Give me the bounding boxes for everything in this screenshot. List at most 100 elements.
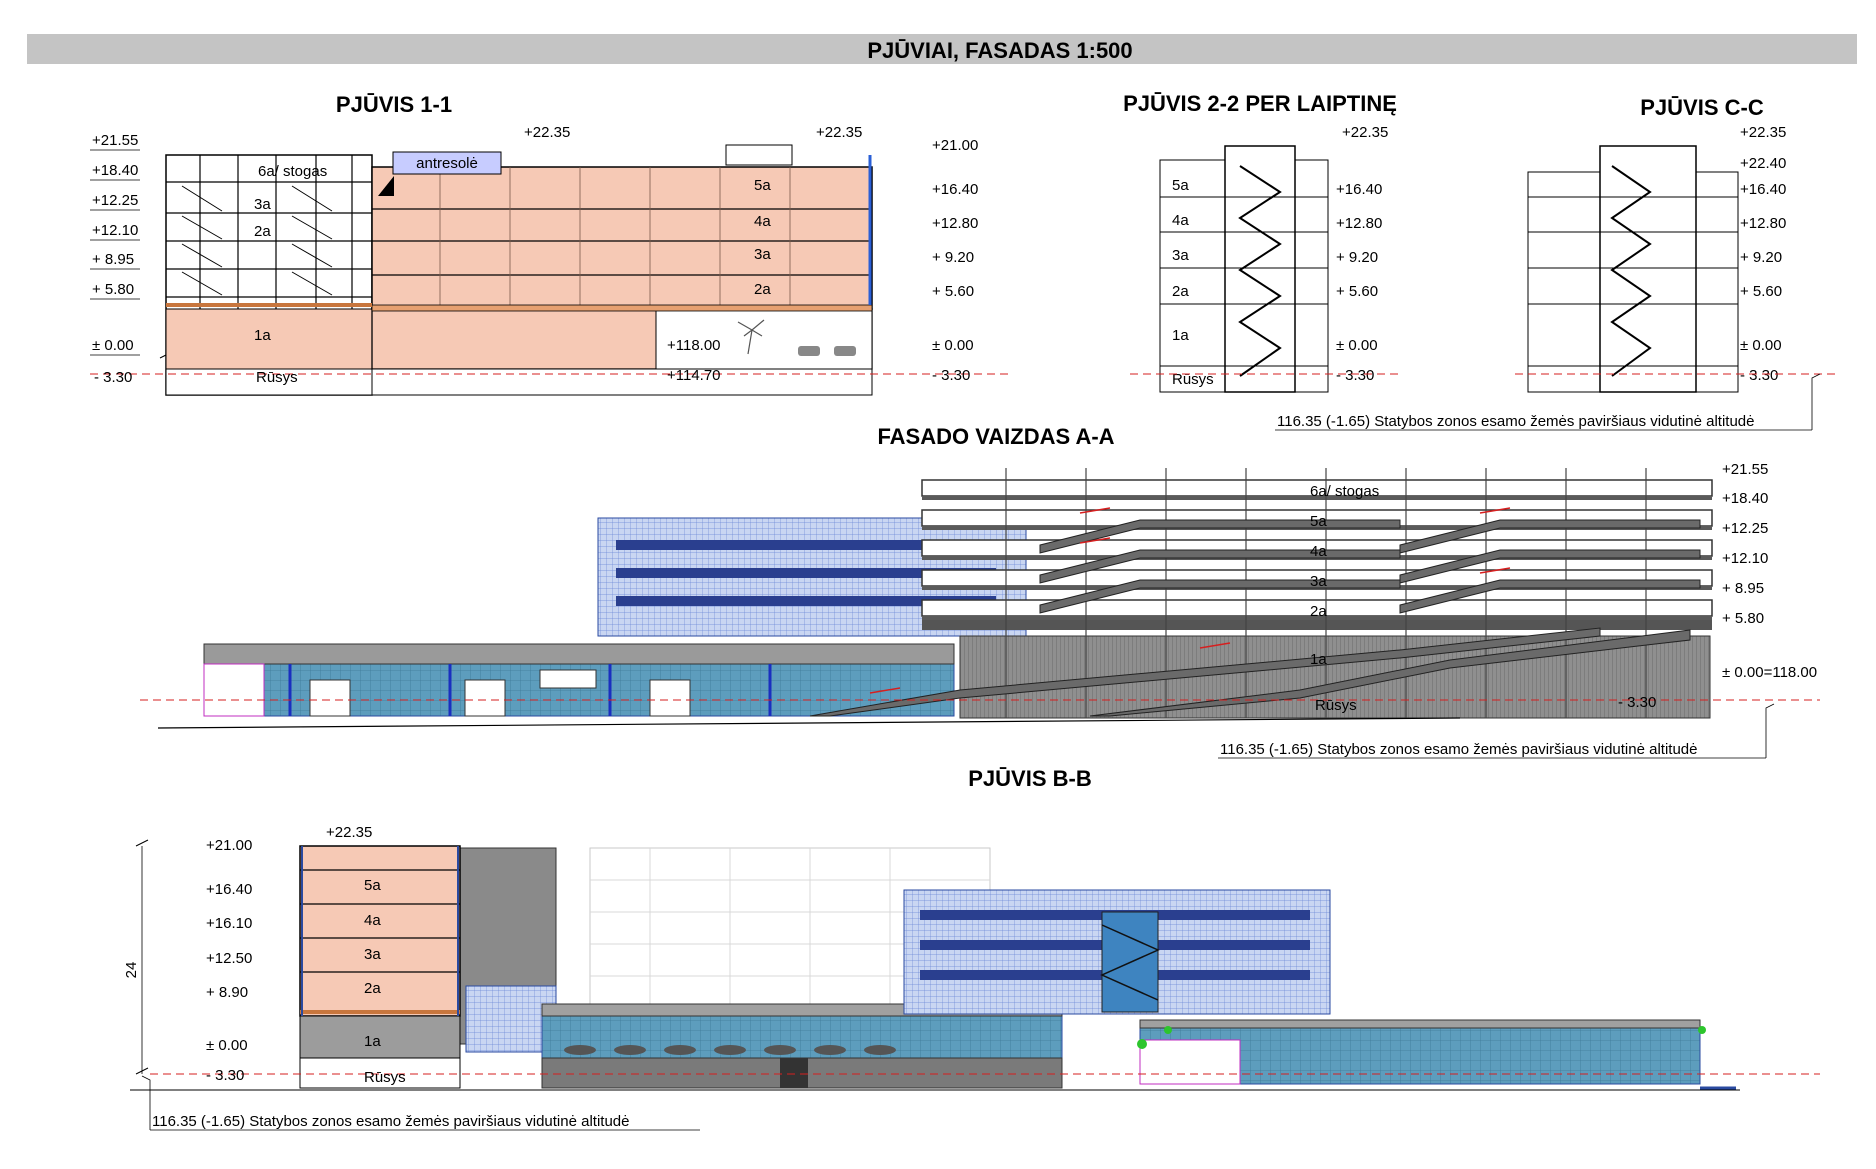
- level-mark: ± 0.00: [1336, 337, 1378, 354]
- level-mark: + 9.20: [1740, 249, 1782, 266]
- level-mark: +12.80: [1740, 215, 1786, 232]
- level-mark: - 3.30: [94, 369, 132, 386]
- section-2-2: PJŪVIS 2-2 PER LAIPTINĘ 5a 4a 3a 2a 1a R…: [1123, 91, 1400, 393]
- level-mark: +12.10: [92, 222, 138, 239]
- floor-label: 3a: [364, 946, 381, 963]
- level-mark: +12.25: [1722, 520, 1768, 537]
- level-mark: - 3.30: [206, 1067, 244, 1084]
- level-mark: +21.55: [1722, 461, 1768, 478]
- level-mark: +22.35: [1740, 124, 1786, 141]
- section-2-2-floors: 5a 4a 3a 2a 1a Rūsys: [1172, 177, 1214, 388]
- floor-label: 5a: [1172, 177, 1189, 194]
- level-mark: ± 0.00: [206, 1037, 248, 1054]
- level-mark: + 8.95: [1722, 580, 1764, 597]
- level-mark: + 5.60: [1740, 283, 1782, 300]
- floor-label: 4a: [364, 912, 381, 929]
- basement-left: Rūsys: [256, 369, 298, 386]
- floor-label: 4a: [1310, 543, 1327, 560]
- level-mark: +12.50: [206, 950, 252, 967]
- floor-label: 1a: [1310, 651, 1327, 668]
- level-mark: +16.40: [932, 181, 978, 198]
- level-mark: +22.35: [1342, 124, 1388, 141]
- level-mark: +22.40: [1740, 155, 1786, 172]
- floor-label: Rūsys: [364, 1069, 406, 1086]
- level-mark: - 3.30: [1336, 367, 1374, 384]
- level-mark: + 9.20: [1336, 249, 1378, 266]
- level-mark: - 3.30: [932, 367, 970, 384]
- level-mark: ± 0.00: [92, 337, 134, 354]
- palm-icon: [737, 319, 765, 355]
- ground-note: 116.35 (-1.65) Statybos zonos esamo žemė…: [1277, 413, 1754, 430]
- floor-2a: 2a: [754, 281, 771, 298]
- ground-note: 116.35 (-1.65) Statybos zonos esamo žemė…: [152, 1113, 629, 1130]
- level-mark: +12.10: [1722, 550, 1768, 567]
- facade-a-a-floors: 6a/ stogas 5a 4a 3a 2a 1a Rūsys: [1310, 483, 1379, 714]
- level-mark: ± 0.00: [932, 337, 974, 354]
- level-mark: +16.40: [206, 881, 252, 898]
- floor-4a: 4a: [754, 213, 771, 230]
- floor-label: 2a: [364, 980, 381, 997]
- top-level-mark: +22.35: [326, 824, 372, 841]
- floor-label: 1a: [364, 1033, 381, 1050]
- top-level-mark: +22.35: [816, 124, 862, 141]
- section-2-2-title: PJŪVIS 2-2 PER LAIPTINĘ: [1123, 91, 1397, 116]
- ground-note: 116.35 (-1.65) Statybos zonos esamo žemė…: [1220, 741, 1697, 758]
- floor-label: 3a: [1172, 247, 1189, 264]
- floor-1a-left: 1a: [254, 327, 271, 344]
- level-mark: ± 0.00=118.00: [1722, 664, 1817, 681]
- section-c-c: PJŪVIS C-C +22.35 +22.40 +16.40 +12.80 +…: [1275, 95, 1840, 431]
- level-mark: + 5.80: [92, 281, 134, 298]
- section-b-b-floors: 5a 4a 3a 2a 1a Rūsys: [364, 877, 406, 1086]
- floor-label: 2a: [1310, 603, 1327, 620]
- car-icon: [834, 346, 856, 356]
- level-mark: +21.00: [932, 137, 978, 154]
- floor-3a-left: 3a: [254, 196, 271, 213]
- floor-label: 4a: [1172, 212, 1189, 229]
- section-1-1-title: PJŪVIS 1-1: [336, 92, 452, 117]
- section-c-c-title: PJŪVIS C-C: [1640, 95, 1764, 120]
- level-mark: +12.80: [1336, 215, 1382, 232]
- section-1-1-left-levels: +21.55 +18.40 +12.25 +12.10 + 8.95 + 5.8…: [92, 132, 138, 386]
- floor-label: 3a: [1310, 573, 1327, 590]
- level-mark: + 8.95: [92, 251, 134, 268]
- section-1-1: PJŪVIS 1-1: [90, 92, 1010, 396]
- section-2-2-levels: +22.35 +16.40 +12.80 + 9.20 + 5.60 ± 0.0…: [1336, 124, 1388, 384]
- level-mark: + 8.90: [206, 984, 248, 1001]
- facade-a-a-levels: +21.55 +18.40 +12.25 +12.10 + 8.95 + 5.8…: [1618, 461, 1817, 711]
- section-b-b-title: PJŪVIS B-B: [968, 766, 1091, 791]
- level-mark: - 3.30: [1740, 367, 1778, 384]
- level-mark: +18.40: [92, 162, 138, 179]
- level-mark: + 9.20: [932, 249, 974, 266]
- floor-label: 5a: [1310, 513, 1327, 530]
- title-bar: [27, 34, 1857, 64]
- top-level-mark: +22.35: [524, 124, 570, 141]
- inner-level-mark: +114.70: [667, 367, 721, 384]
- level-mark: + 5.60: [1336, 283, 1378, 300]
- level-mark: +16.10: [206, 915, 252, 932]
- floor-label: 5a: [364, 877, 381, 894]
- floor-label: Rūsys: [1315, 697, 1357, 714]
- level-mark: +16.40: [1336, 181, 1382, 198]
- level-mark: - 3.30: [1618, 694, 1656, 711]
- section-c-c-levels: +22.35 +22.40 +16.40 +12.80 + 9.20 + 5.6…: [1740, 124, 1786, 384]
- sheet-title: PJŪVIAI, FASADAS 1:500: [867, 38, 1132, 63]
- height-dimension: 24: [123, 962, 140, 979]
- floor-5a: 5a: [754, 177, 771, 194]
- inner-level-mark: +118.00: [667, 337, 721, 354]
- level-mark: +21.00: [206, 837, 252, 854]
- facade-a-a-title: FASADO VAIZDAS A-A: [877, 424, 1114, 449]
- level-mark: +12.80: [932, 215, 978, 232]
- roof-label: 6a/ stogas: [258, 163, 327, 180]
- mezzanine-label: antresolė: [416, 155, 478, 172]
- section-b-b-levels: +21.00 +16.40 +16.10 +12.50 + 8.90 ± 0.0…: [206, 837, 252, 1084]
- level-mark: +18.40: [1722, 490, 1768, 507]
- floor-label: 6a/ stogas: [1310, 483, 1379, 500]
- level-mark: + 5.80: [1722, 610, 1764, 627]
- floor-label: Rūsys: [1172, 371, 1214, 388]
- section-b-b: PJŪVIS B-B: [123, 766, 1820, 1131]
- facade-a-a: FASADO VAIZDAS A-A: [140, 424, 1820, 759]
- level-mark: ± 0.00: [1740, 337, 1782, 354]
- floor-3a: 3a: [754, 246, 771, 263]
- level-mark: + 5.60: [932, 283, 974, 300]
